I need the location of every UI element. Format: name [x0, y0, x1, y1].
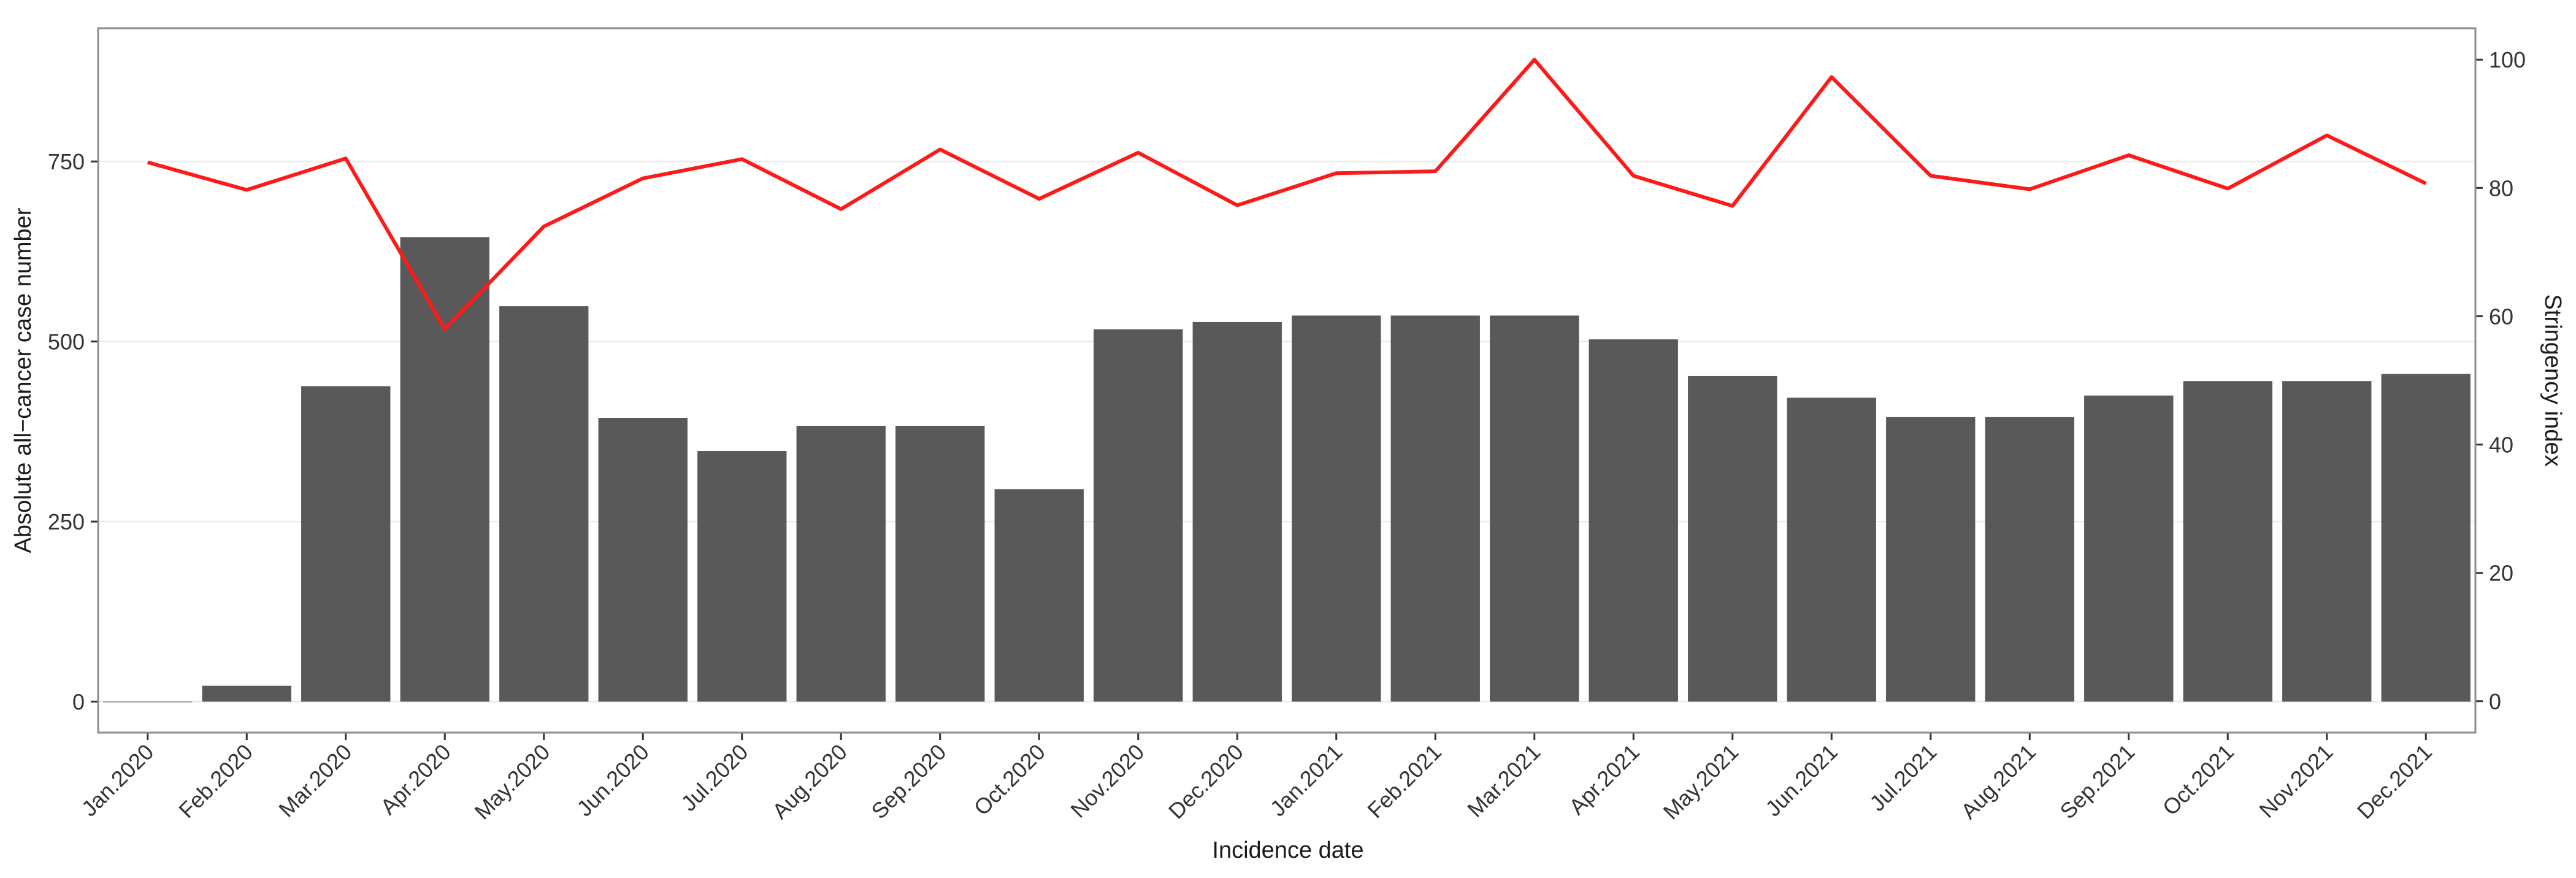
- x-tick-label: May.2020: [470, 739, 555, 825]
- y-tick-label: 500: [48, 329, 85, 355]
- x-tick-label: Sep.2020: [866, 739, 951, 824]
- x-tick-label: Aug.2020: [767, 739, 852, 824]
- bar: [202, 685, 291, 702]
- line: [147, 58, 2427, 331]
- bar: [1192, 322, 1282, 702]
- x-tick-label: Dec.2020: [1163, 739, 1248, 824]
- x-tick-label: Jul.2020: [676, 739, 753, 816]
- x-tick-label: Feb.2020: [174, 739, 258, 823]
- x-tick-label: Jun.2020: [572, 739, 654, 822]
- x-tick-label: Aug.2021: [1956, 739, 2041, 824]
- x-tick-label: Dec.2021: [2352, 739, 2437, 824]
- bar: [697, 451, 787, 702]
- bar: [301, 386, 391, 702]
- y2-tick-label: 80: [2489, 175, 2513, 201]
- bar: [2084, 395, 2174, 702]
- x-tick-label: Jul.2021: [1865, 739, 1941, 816]
- x-tick-label: Apr.2020: [375, 739, 456, 820]
- bar: [499, 306, 589, 702]
- bar: [1787, 398, 1876, 702]
- x-tick-label: Nov.2021: [2254, 739, 2337, 823]
- y2-tick-label: 20: [2489, 561, 2513, 586]
- bar: [994, 489, 1084, 702]
- bar: [895, 425, 985, 702]
- y2-axis-title: Stringency index: [2540, 295, 2566, 467]
- x-tick-label: Jan.2021: [1265, 739, 1347, 822]
- bar: [400, 237, 489, 702]
- y2-tick-label: 40: [2489, 433, 2513, 458]
- y2-tick-label: 0: [2489, 689, 2501, 714]
- bar: [1589, 339, 1678, 702]
- y2-tick-label: 100: [2489, 47, 2526, 72]
- bar: [2282, 381, 2372, 702]
- y-tick-label: 750: [48, 149, 85, 174]
- plot-border: [97, 27, 2477, 734]
- x-tick-label: Oct.2021: [2158, 739, 2239, 820]
- y-tick-label: 0: [72, 690, 85, 715]
- bar: [1094, 329, 1183, 702]
- bar: [796, 425, 886, 702]
- plot-background: [98, 28, 2475, 733]
- x-tick-label: Sep.2021: [2055, 739, 2139, 824]
- x-tick-label: Jun.2021: [1760, 739, 1842, 822]
- x-tick-label: May.2021: [1658, 739, 1744, 825]
- bar: [2183, 381, 2272, 702]
- x-tick-label: Jan.2020: [77, 739, 159, 822]
- bar: [1985, 417, 2074, 702]
- x-tick-label: Oct.2020: [969, 739, 1050, 820]
- x-tick-label: Apr.2021: [1564, 739, 1644, 820]
- y-tick-label: 250: [48, 509, 85, 534]
- x-axis-title: Incidence date: [1212, 838, 1363, 863]
- y2-tick-label: 60: [2489, 304, 2513, 329]
- y-axis-title: Absolute all−cancer case number: [10, 207, 36, 553]
- bar: [1490, 315, 1579, 702]
- bar: [1390, 315, 1480, 702]
- bar: [1886, 417, 1976, 702]
- bar: [2381, 374, 2471, 702]
- bar: [103, 701, 193, 703]
- x-tick-label: Mar.2021: [1462, 739, 1545, 822]
- x-tick-label: Feb.2021: [1362, 739, 1446, 823]
- x-tick-label: Nov.2020: [1065, 739, 1149, 823]
- bar: [1688, 375, 1777, 702]
- bar: [1292, 315, 1381, 702]
- x-tick-label: Mar.2020: [274, 739, 356, 822]
- bar: [598, 418, 688, 702]
